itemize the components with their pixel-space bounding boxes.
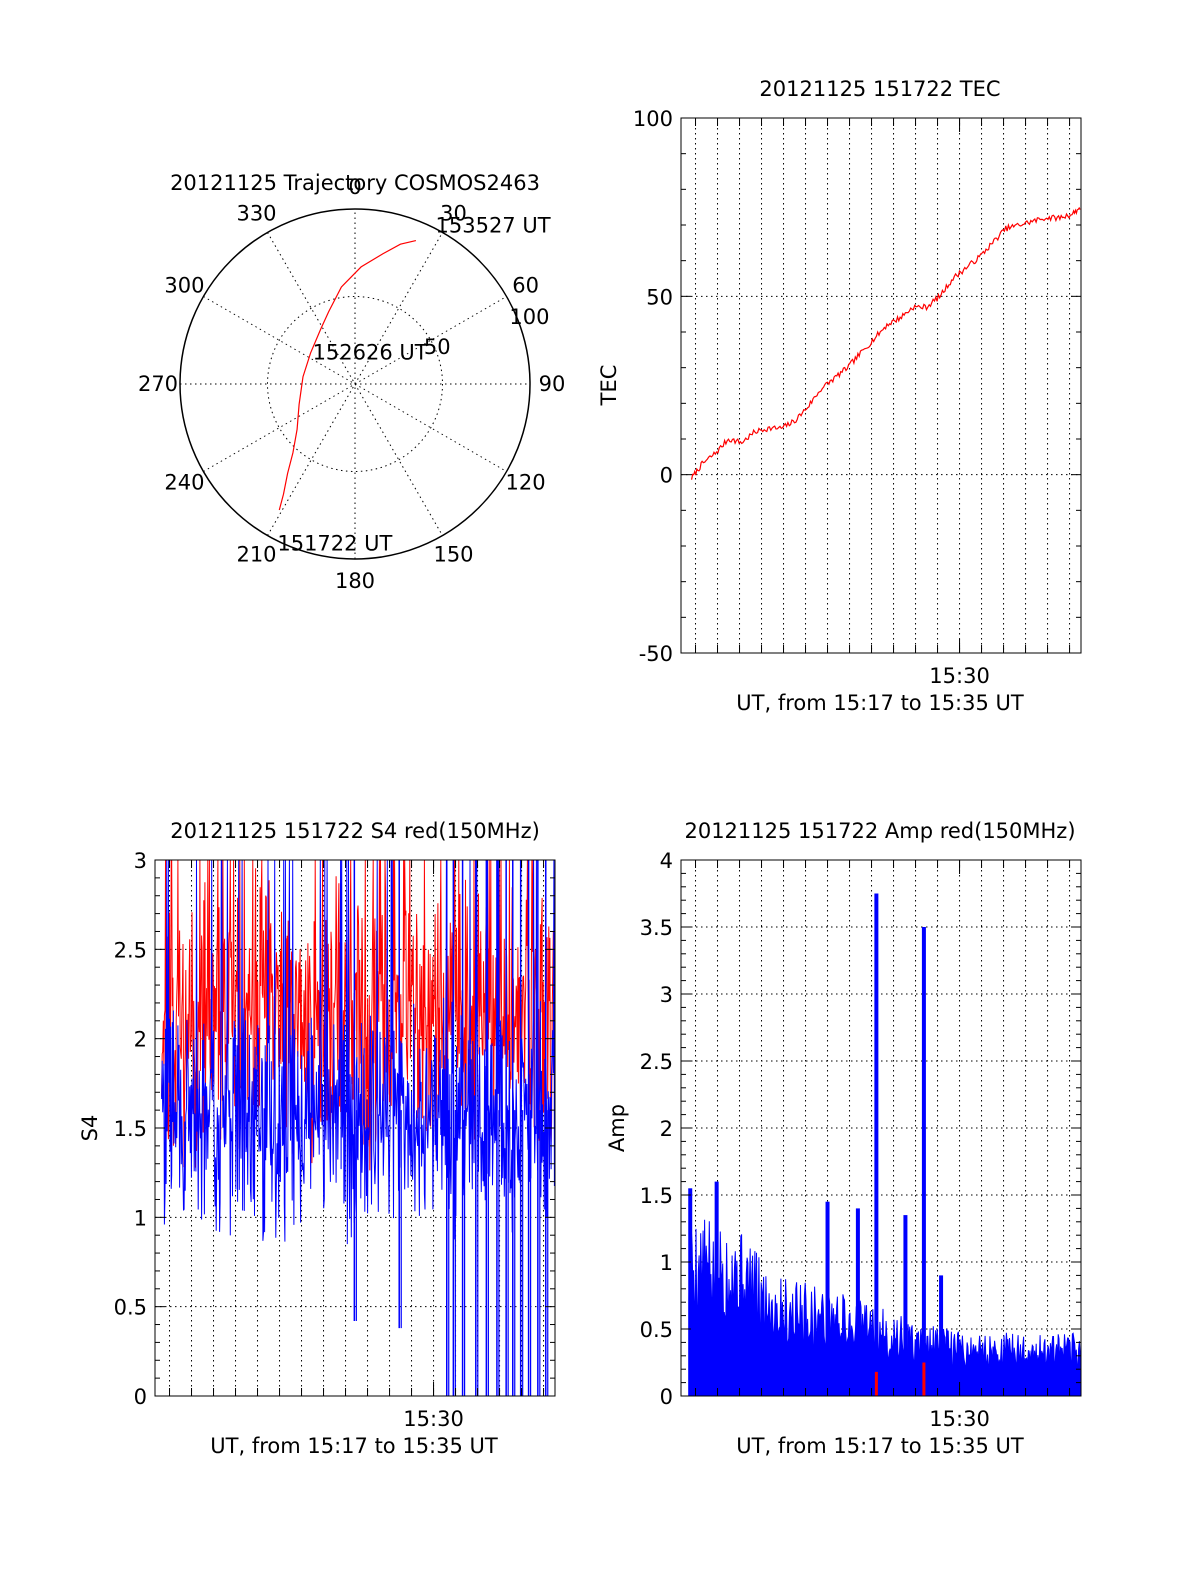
y-tick-label: 50: [646, 285, 673, 309]
trajectory-annotation: 151722 UT: [277, 532, 392, 556]
y-tick-label: 2.5: [114, 938, 147, 962]
trajectory-track: [278, 240, 417, 511]
y-tick-label: 1: [134, 1206, 147, 1230]
y-tick-label: 0: [660, 1385, 673, 1409]
y-tick-label: 0: [660, 464, 673, 488]
trajectory-annotation: 152626 UT: [313, 341, 428, 365]
amp-blue-spike: [939, 1275, 944, 1396]
y-tick-label: 3.5: [640, 916, 673, 940]
polar-azimuth-label: 0: [348, 175, 361, 199]
s4-panel: 20121125 151722 S4 red(150MHz) 3 2.5 2 1.5 1…: [78, 819, 556, 1458]
s4-ylabel: S4: [78, 1115, 102, 1142]
trajectory-annotations: 153527 UT 152626 UT 151722 UT: [277, 214, 550, 556]
tec-grid: [681, 118, 1081, 653]
y-tick-label: 0.5: [114, 1296, 147, 1320]
amp-blue-spike: [825, 1201, 830, 1396]
y-tick-label: 2.5: [640, 1050, 673, 1074]
amp-ylabel: Amp: [605, 1104, 629, 1152]
amp-title: 20121125 151722 Amp red(150MHz): [684, 819, 1075, 843]
polar-azimuth-label: 330: [236, 201, 276, 225]
y-tick-label: 1.5: [640, 1184, 673, 1208]
y-tick-label: 2: [134, 1028, 147, 1052]
tec-line: [691, 206, 1081, 480]
x-tick-label: 15:30: [929, 664, 990, 688]
y-tick-label: -50: [639, 642, 673, 666]
trajectory-annotation: 153527 UT: [436, 214, 551, 238]
polar-azimuth-label: 90: [539, 372, 566, 396]
tec-title: 20121125 151722 TEC: [759, 77, 1000, 101]
amp-blue-spike: [855, 1208, 860, 1396]
s4-title: 20121125 151722 S4 red(150MHz): [170, 819, 540, 843]
y-tick-label: 0: [134, 1385, 147, 1409]
polar-radial-label: 50: [424, 335, 451, 359]
amp-red-spike: [874, 1371, 878, 1396]
polar-ring-50: [267, 296, 443, 472]
y-tick-label: 1: [660, 1251, 673, 1275]
s4-series: [161, 859, 556, 1396]
tec-series: [691, 206, 1081, 480]
trajectory-title: 20121125 Trajectory COSMOS2463: [170, 171, 540, 195]
amp-blue-spike: [874, 893, 879, 1396]
y-tick-label: 2: [660, 1117, 673, 1141]
polar-azimuth-label: 30: [440, 201, 467, 225]
amp-axis-ticks: 4 3.5 3 2.5 2 1.5 1 0.5 0 15:30: [640, 849, 1081, 1431]
tec-ylabel: TEC: [597, 365, 621, 407]
amp-blue-spike: [688, 1188, 693, 1396]
amp-xlabel: UT, from 15:17 to 15:35 UT: [736, 1434, 1024, 1458]
polar-azimuth-label: 60: [512, 274, 539, 298]
amp-grid: [681, 860, 1081, 1396]
amp-blue-spike: [921, 927, 926, 1396]
s4-blue-line: [161, 859, 556, 1245]
y-tick-label: 4: [660, 849, 673, 873]
polar-spoke: [267, 232, 443, 536]
amp-blue-spike: [903, 1215, 908, 1396]
y-tick-label: 3: [134, 849, 147, 873]
amp-panel: 20121125 151722 Amp red(150MHz) 4 3.5 3 2.5…: [605, 819, 1082, 1458]
amp-series: [688, 893, 1082, 1397]
y-tick-label: 100: [633, 107, 673, 131]
polar-azimuth-label: 210: [236, 543, 276, 567]
polar-azimuth-label: 240: [164, 471, 204, 495]
amp-blue-area: [688, 1219, 1082, 1397]
polar-grid: [179, 208, 531, 560]
tec-plot-frame: [680, 117, 1082, 654]
y-tick-label: 1.5: [114, 1117, 147, 1141]
polar-radial-labels: 50 100: [424, 305, 550, 359]
polar-azimuth-label: 180: [335, 569, 375, 593]
polar-radial-label: 100: [509, 305, 549, 329]
y-tick-label: 3: [660, 983, 673, 1007]
amp-red-spike: [922, 1362, 926, 1396]
y-tick-label: 0.5: [640, 1318, 673, 1342]
polar-azimuth-label: 270: [138, 372, 178, 396]
polar-azimuth-labels: 0 30 60 90 120 150 180 210 240 270 300 330: [138, 175, 565, 593]
s4-axis-ticks: 3 2.5 2 1.5 1 0.5 0 15:30: [114, 849, 555, 1431]
tec-xlabel: UT, from 15:17 to 15:35 UT: [736, 691, 1024, 715]
tec-panel: 20121125 151722 TEC 100 50 0 -50 15:30 TEC U…: [597, 77, 1082, 715]
x-tick-label: 15:30: [403, 1407, 464, 1431]
polar-azimuth-label: 120: [506, 471, 546, 495]
polar-azimuth-label: 150: [433, 543, 473, 567]
amp-blue-spike: [714, 1181, 719, 1396]
trajectory-panel: 20121125 Trajectory COSMOS2463 0 30 60 90 12…: [138, 171, 565, 593]
s4-xlabel: UT, from 15:17 to 15:35 UT: [210, 1434, 498, 1458]
x-tick-label: 15:30: [929, 1407, 990, 1431]
polar-azimuth-label: 300: [164, 274, 204, 298]
tec-axis-ticks: 100 50 0 -50 15:30: [633, 107, 1081, 688]
